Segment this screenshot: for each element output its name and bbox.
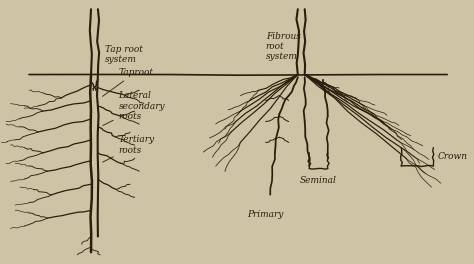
Text: Primary: Primary (247, 210, 284, 219)
Text: Lateral
secondary
roots: Lateral secondary roots (103, 91, 165, 126)
Text: Taproot: Taproot (102, 68, 154, 96)
Text: Seminal: Seminal (300, 176, 337, 185)
Text: Fibrous
root
system: Fibrous root system (265, 32, 301, 62)
Text: Tertiary
roots: Tertiary roots (103, 135, 155, 162)
Text: Tap root
system: Tap root system (105, 45, 143, 64)
Text: Crown: Crown (438, 152, 468, 161)
